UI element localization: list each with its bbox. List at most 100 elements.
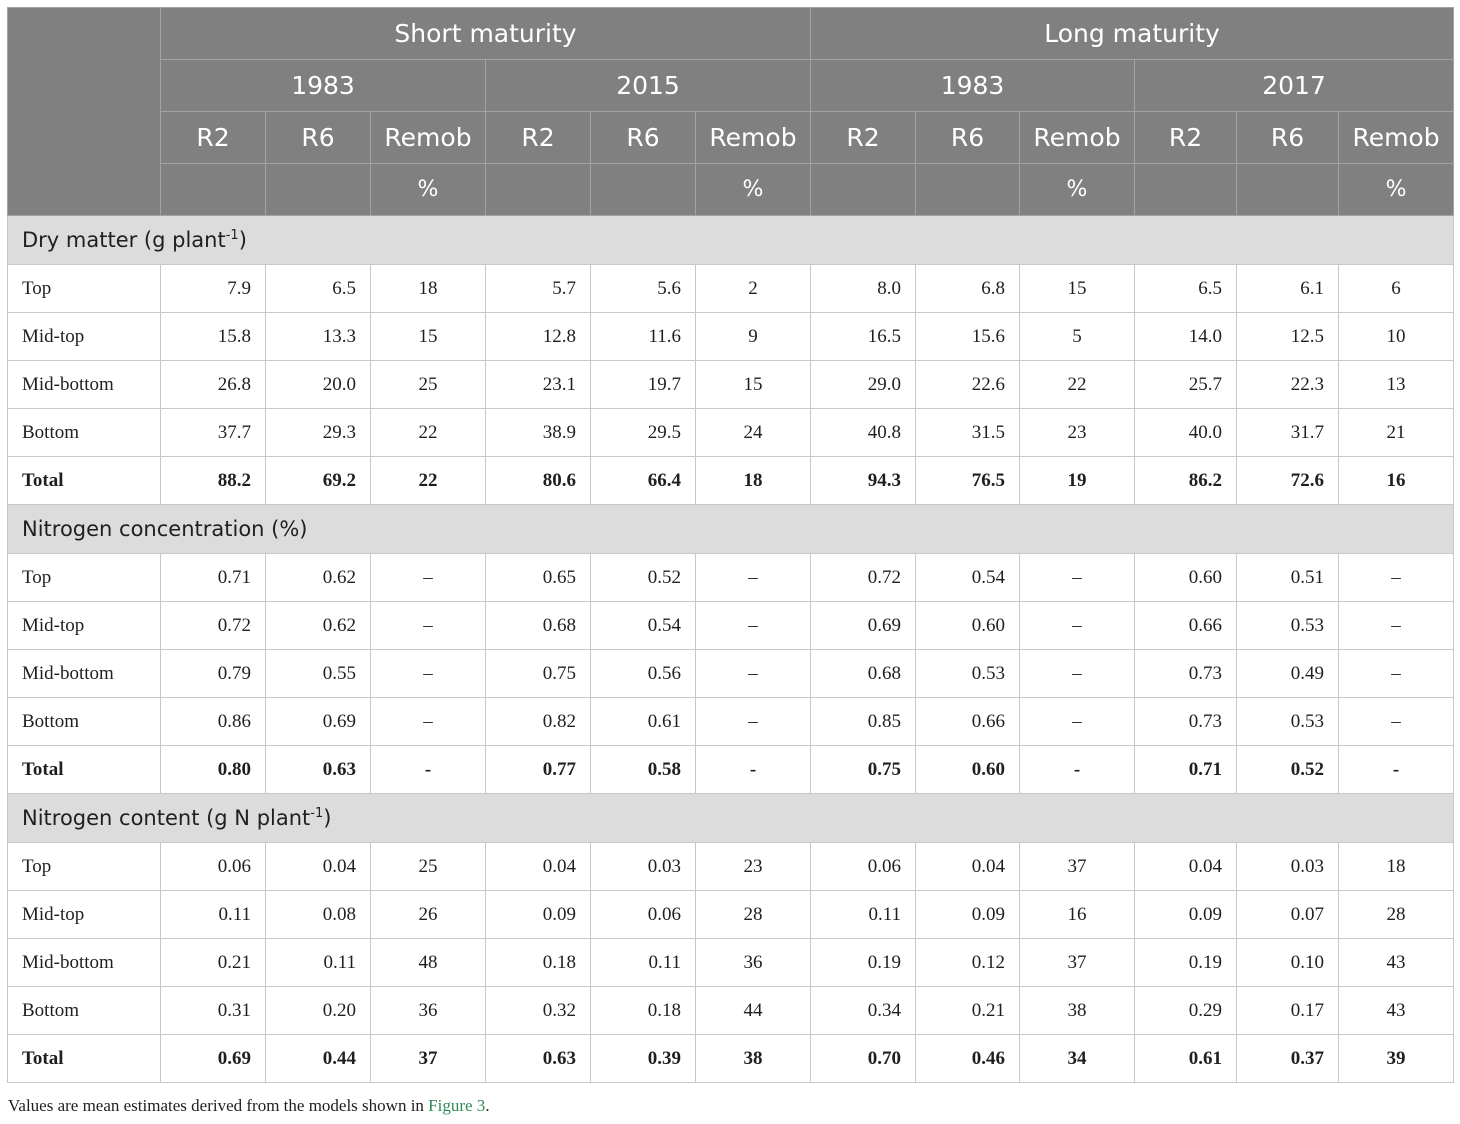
value-cell: 15.8: [160, 312, 266, 361]
value-cell: 0.04: [1134, 842, 1237, 891]
value-cell: 0.70: [810, 1034, 916, 1083]
figure-link[interactable]: Figure 3: [428, 1096, 486, 1115]
value-cell: 0.06: [160, 842, 266, 891]
value-cell: 6.1: [1236, 264, 1339, 313]
value-cell: 11.6: [590, 312, 696, 361]
remob-cell: 16: [1337, 456, 1455, 505]
value-cell: 0.03: [590, 842, 696, 891]
value-cell: 12.8: [485, 312, 591, 361]
value-cell: 80.6: [485, 456, 591, 505]
value-cell: 0.49: [1236, 649, 1339, 698]
value-cell: 0.21: [160, 938, 266, 987]
value-cell: 0.69: [265, 697, 371, 746]
remob-cell: –: [1019, 649, 1135, 698]
column-header: Remob: [1337, 111, 1455, 164]
remob-cell: 13: [1337, 360, 1455, 409]
row-label: Mid-top: [7, 601, 161, 650]
remob-cell: 26: [370, 890, 486, 939]
column-header: R6: [1236, 111, 1339, 164]
value-cell: 0.60: [915, 601, 1020, 650]
column-header: Remob: [1019, 111, 1135, 164]
value-cell: 31.5: [915, 408, 1020, 457]
year-header: 1983: [810, 59, 1135, 112]
table-row: Top 0.06 0.04 25 0.04 0.03 23 0.06 0.04 37 0.04 0.0…: [7, 842, 1455, 891]
value-cell: 0.66: [915, 697, 1020, 746]
value-cell: 19.7: [590, 360, 696, 409]
remob-cell: 15: [1019, 264, 1135, 313]
remob-cell: –: [1337, 601, 1455, 650]
unit-cell: [485, 163, 591, 216]
value-cell: 0.54: [915, 553, 1020, 602]
column-header: R2: [810, 111, 916, 164]
value-cell: 0.07: [1236, 890, 1339, 939]
value-cell: 23.1: [485, 360, 591, 409]
value-cell: 0.32: [485, 986, 591, 1035]
unit-cell: [810, 163, 916, 216]
value-cell: 6.8: [915, 264, 1020, 313]
row-label: Mid-bottom: [7, 649, 161, 698]
value-cell: 0.65: [485, 553, 591, 602]
remob-cell: -: [695, 745, 811, 794]
year-header: 2017: [1133, 59, 1455, 112]
value-cell: 0.60: [1134, 553, 1237, 602]
value-cell: 0.29: [1134, 986, 1237, 1035]
unit-cell: [590, 163, 696, 216]
column-header: R6: [590, 111, 696, 164]
value-cell: 0.03: [1236, 842, 1339, 891]
value-cell: 0.08: [265, 890, 371, 939]
value-cell: 29.3: [265, 408, 371, 457]
remob-cell: 18: [695, 456, 811, 505]
table-row: Mid-top 15.8 13.3 15 12.8 11.6 9 16.5 15.6 5 14.0 1…: [7, 312, 1455, 361]
data-table: Short maturity Long maturity 1983 2015 1…: [6, 7, 1455, 1083]
value-cell: 0.11: [160, 890, 266, 939]
value-cell: 0.52: [590, 553, 696, 602]
value-cell: 6.5: [265, 264, 371, 313]
section-title: Nitrogen concentration (%): [6, 504, 1455, 554]
value-cell: 0.46: [915, 1034, 1020, 1083]
value-cell: 0.55: [265, 649, 371, 698]
value-cell: 88.2: [160, 456, 266, 505]
value-cell: 0.10: [1236, 938, 1339, 987]
value-cell: 0.11: [810, 890, 916, 939]
total-row: Total 0.69 0.44 37 0.63 0.39 38 0.70 0.46 34 0.61 0…: [7, 1034, 1455, 1083]
remob-cell: –: [1337, 649, 1455, 698]
remob-cell: 10: [1337, 312, 1455, 361]
value-cell: 0.63: [265, 745, 371, 794]
remob-cell: 22: [1019, 360, 1135, 409]
value-cell: 0.20: [265, 986, 371, 1035]
value-cell: 40.8: [810, 408, 916, 457]
value-cell: 0.75: [485, 649, 591, 698]
value-cell: 5.7: [485, 264, 591, 313]
unit-header: %: [1019, 163, 1135, 216]
remob-cell: 25: [370, 842, 486, 891]
year-header: 2015: [485, 59, 811, 112]
unit-cell: [265, 163, 371, 216]
row-label: Mid-bottom: [7, 938, 161, 987]
remob-cell: –: [370, 649, 486, 698]
row-label: Total: [7, 745, 161, 794]
value-cell: 0.19: [810, 938, 916, 987]
corner-cell: [7, 7, 161, 216]
row-label: Top: [7, 264, 161, 313]
value-cell: 15.6: [915, 312, 1020, 361]
remob-cell: -: [1019, 745, 1135, 794]
value-cell: 38.9: [485, 408, 591, 457]
value-cell: 0.61: [590, 697, 696, 746]
value-cell: 0.79: [160, 649, 266, 698]
value-cell: 0.52: [1236, 745, 1339, 794]
total-row: Total 0.80 0.63-0.77 0.58-0.75 0.60-0.71 0.52…: [7, 745, 1455, 794]
value-cell: 0.09: [915, 890, 1020, 939]
remob-cell: 9: [695, 312, 811, 361]
value-cell: 0.68: [810, 649, 916, 698]
value-cell: 0.11: [590, 938, 696, 987]
remob-cell: 43: [1337, 986, 1455, 1035]
value-cell: 0.68: [485, 601, 591, 650]
table-row: Bottom 37.7 29.3 22 38.9 29.5 24 40.8 31.5 23 40.0…: [7, 408, 1455, 457]
remob-cell: 39: [1337, 1034, 1455, 1083]
remob-cell: 37: [1019, 842, 1135, 891]
remob-cell: 36: [695, 938, 811, 987]
value-cell: 40.0: [1134, 408, 1237, 457]
value-cell: 0.18: [590, 986, 696, 1035]
remob-cell: 43: [1337, 938, 1455, 987]
table-row: Top 0.71 0.62–0.65 0.52–0.72 0.54–0.60 0.51–: [7, 553, 1455, 602]
